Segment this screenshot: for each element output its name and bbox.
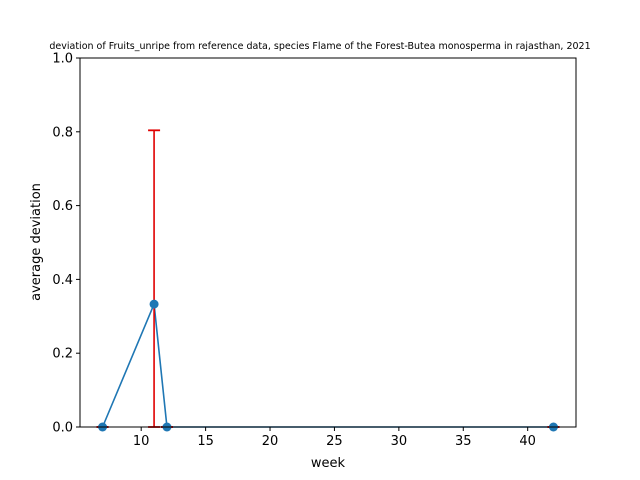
y-tick-label: 0.2 <box>52 347 73 362</box>
x-axis-label: week <box>311 456 346 471</box>
x-tick-label: 25 <box>326 434 343 449</box>
y-tick-label: 0.4 <box>52 273 73 288</box>
x-tick-label: 35 <box>455 434 472 449</box>
y-tick-label: 0.0 <box>52 421 73 436</box>
y-tick-label: 0.6 <box>52 199 73 214</box>
y-axis-label: average deviation <box>29 183 44 301</box>
plot-frame <box>79 57 577 428</box>
y-tick-label: 0.8 <box>52 125 73 140</box>
data-point <box>149 299 159 309</box>
y-tick-label: 1.0 <box>52 52 73 67</box>
x-tick-label: 30 <box>391 434 408 449</box>
x-tick-label: 10 <box>133 434 150 449</box>
x-tick-label: 40 <box>519 434 536 449</box>
chart-title: deviation of Fruits_unripe from referenc… <box>49 41 590 52</box>
plot-background <box>80 58 576 427</box>
x-tick-label: 15 <box>197 434 214 449</box>
x-tick-label: 20 <box>262 434 279 449</box>
plot-area: 10 15 20 25 30 35 40 0.0 0.2 0.4 0.6 0.8 1.0 <box>52 52 577 449</box>
